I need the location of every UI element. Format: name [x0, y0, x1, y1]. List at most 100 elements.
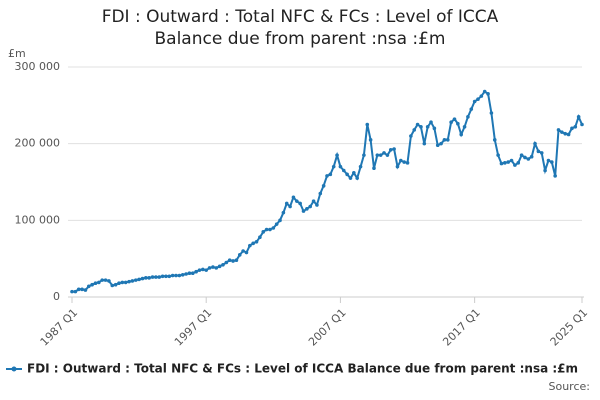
data-point — [445, 138, 450, 142]
data-point — [442, 138, 447, 142]
data-point — [76, 287, 81, 292]
data-point — [231, 259, 235, 263]
data-point — [516, 161, 521, 165]
data-point — [211, 265, 215, 269]
data-point — [345, 172, 349, 177]
data-point — [432, 126, 437, 131]
x-tick-label: 1997 Q1 — [172, 306, 215, 349]
data-point — [519, 153, 524, 157]
data-point — [160, 274, 165, 279]
data-point — [103, 278, 108, 282]
data-point — [409, 134, 413, 138]
data-point — [482, 89, 487, 94]
data-point — [301, 209, 306, 213]
data-point — [147, 276, 151, 280]
data-point — [560, 130, 564, 134]
data-point — [117, 281, 121, 286]
data-point — [472, 99, 477, 104]
data-point — [372, 166, 376, 170]
data-point — [479, 94, 484, 98]
data-point — [328, 172, 333, 177]
data-point — [529, 154, 534, 159]
data-point — [536, 149, 541, 154]
x-tick-label: 2007 Q1 — [306, 306, 349, 349]
data-point — [415, 122, 420, 127]
data-point — [553, 174, 557, 178]
legend-marker — [11, 366, 17, 372]
data-point — [318, 191, 323, 196]
x-tick-label: 2017 Q1 — [440, 306, 483, 349]
data-point — [311, 199, 316, 203]
y-tick-label: 100 000 — [15, 213, 61, 226]
data-point — [157, 275, 162, 279]
data-point — [274, 222, 279, 226]
data-point — [177, 273, 182, 278]
data-point — [580, 122, 584, 127]
data-point — [492, 138, 497, 142]
data-point — [144, 276, 148, 280]
data-point — [539, 151, 544, 155]
data-point — [154, 275, 158, 279]
data-point — [338, 164, 343, 169]
data-point — [402, 160, 406, 164]
data-point — [331, 164, 336, 169]
data-point — [217, 264, 222, 269]
data-point — [93, 281, 98, 286]
data-point — [533, 141, 537, 146]
data-point — [180, 272, 185, 277]
data-point — [268, 227, 272, 232]
data-point — [214, 266, 219, 270]
data-point — [291, 195, 296, 200]
data-point — [315, 203, 319, 207]
data-point — [197, 268, 202, 272]
data-point — [110, 283, 115, 288]
data-point — [352, 171, 356, 175]
data-point — [201, 267, 205, 272]
data-point — [489, 111, 494, 115]
data-point — [566, 132, 571, 137]
data-point — [227, 258, 232, 263]
data-point — [325, 174, 329, 178]
data-point — [83, 288, 88, 292]
data-point — [150, 275, 155, 279]
data-point — [435, 143, 440, 147]
data-point — [355, 176, 359, 180]
data-point — [80, 287, 84, 292]
data-point — [120, 280, 125, 285]
x-tick-label: 1987 Q1 — [38, 306, 81, 349]
data-point — [321, 184, 326, 188]
data-point — [248, 243, 252, 248]
data-point — [368, 138, 373, 142]
data-point — [298, 201, 302, 206]
y-tick-label: 200 000 — [15, 137, 61, 150]
data-point — [305, 207, 309, 211]
data-point — [335, 153, 339, 157]
data-point — [439, 141, 443, 146]
data-point — [385, 153, 390, 157]
data-point — [365, 122, 370, 127]
data-point — [224, 260, 229, 265]
data-point — [422, 141, 427, 146]
data-point — [264, 227, 269, 232]
data-point — [449, 120, 453, 124]
data-point — [207, 266, 212, 270]
data-point — [341, 168, 346, 173]
data-point — [573, 125, 578, 129]
data-point — [526, 157, 531, 161]
data-point — [295, 199, 299, 203]
data-point — [167, 274, 172, 279]
chart-title: FDI : Outward : Total NFC & FCs : Level … — [101, 7, 499, 49]
data-point — [395, 164, 400, 169]
data-point — [241, 249, 245, 253]
data-line — [72, 90, 583, 293]
data-point — [486, 92, 490, 96]
data-point — [288, 204, 292, 209]
data-point — [97, 280, 101, 285]
data-point — [513, 163, 517, 167]
data-point — [140, 276, 145, 281]
data-point — [462, 125, 467, 129]
data-point — [499, 161, 504, 166]
data-point — [425, 125, 430, 129]
data-point — [378, 153, 383, 157]
